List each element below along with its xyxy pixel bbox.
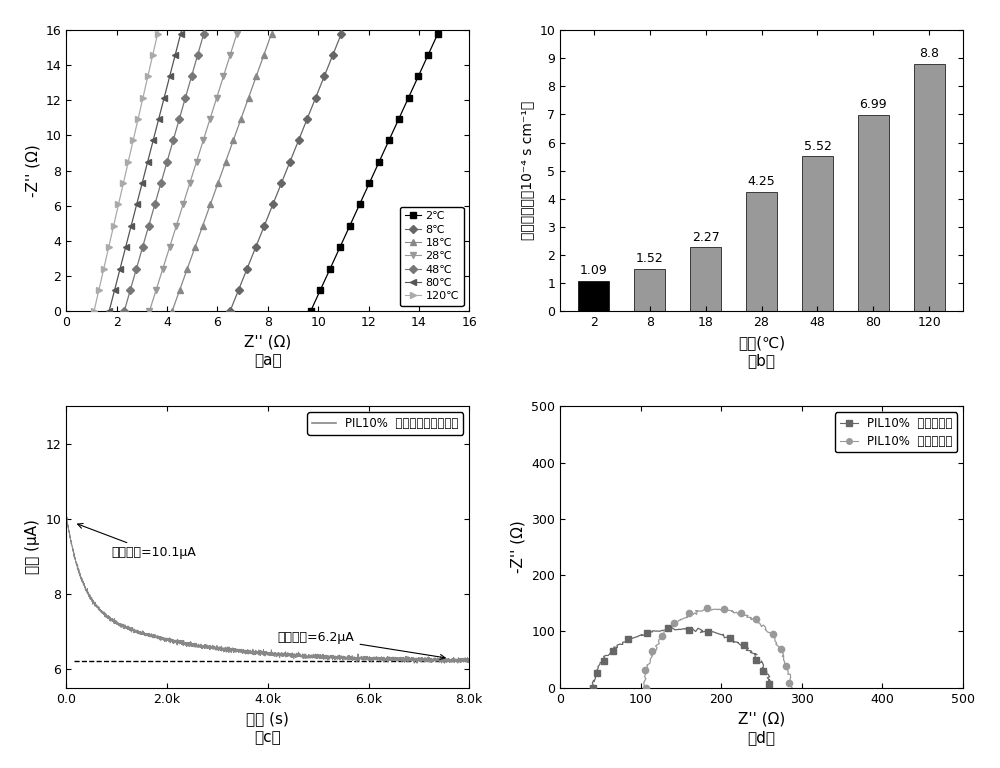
Bar — [634, 269, 665, 311]
Bar — [914, 64, 945, 311]
Y-axis label: -Z'' (Ω): -Z'' (Ω) — [25, 144, 40, 197]
Legend: PIL10%  核化前阻抗, PIL10%  核化后阻抗: PIL10% 核化前阻抗, PIL10% 核化后阻抗 — [835, 412, 957, 452]
Bar — [746, 192, 777, 311]
Legend: 2℃, 8℃, 18℃, 28℃, 48℃, 80℃, 120℃: 2℃, 8℃, 18℃, 28℃, 48℃, 80℃, 120℃ — [400, 207, 464, 306]
Bar — [802, 156, 833, 311]
Bar — [690, 247, 721, 311]
Y-axis label: -Z'' (Ω): -Z'' (Ω) — [511, 521, 526, 574]
Text: （c）: （c） — [254, 730, 281, 745]
Text: 1.09: 1.09 — [580, 264, 608, 277]
X-axis label: Z'' (Ω): Z'' (Ω) — [738, 711, 785, 726]
X-axis label: 时间 (s): 时间 (s) — [246, 711, 289, 726]
Text: 4.25: 4.25 — [748, 175, 775, 188]
Y-axis label: 电流 (μA): 电流 (μA) — [25, 520, 40, 574]
Text: 初始电流=10.1μA: 初始电流=10.1μA — [78, 524, 196, 559]
Text: 5.52: 5.52 — [804, 140, 831, 153]
Text: 2.27: 2.27 — [692, 231, 719, 244]
X-axis label: Z'' (Ω): Z'' (Ω) — [244, 335, 291, 349]
Text: 8.8: 8.8 — [919, 48, 939, 61]
Bar — [578, 280, 609, 311]
Y-axis label: 离子电导率（10⁻⁴ s cm⁻¹）: 离子电导率（10⁻⁴ s cm⁻¹） — [520, 101, 534, 240]
Text: 稳定电流=6.2μA: 稳定电流=6.2μA — [278, 631, 445, 660]
Text: （b）: （b） — [748, 353, 776, 369]
Text: 1.52: 1.52 — [636, 252, 664, 265]
X-axis label: 温度(℃): 温度(℃) — [738, 335, 785, 349]
Text: 6.99: 6.99 — [860, 98, 887, 111]
Bar — [858, 114, 889, 311]
Text: （a）: （a） — [254, 353, 282, 369]
Text: （d）: （d） — [748, 730, 776, 745]
Legend: PIL10%  恒电压直流极化曲线: PIL10% 恒电压直流极化曲线 — [307, 412, 463, 435]
